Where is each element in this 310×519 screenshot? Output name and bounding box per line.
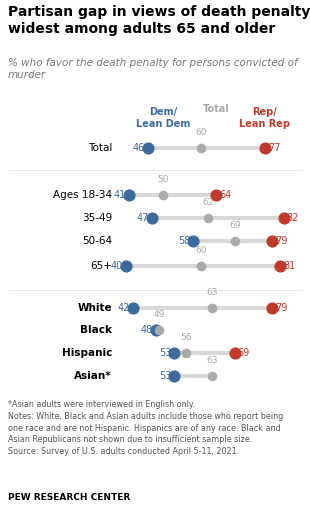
Text: 60: 60 [195, 128, 206, 137]
Point [0, 514, 3, 519]
Text: 53: 53 [159, 371, 171, 381]
Point [0, 514, 3, 519]
Text: 50: 50 [157, 175, 169, 184]
Point [0, 514, 3, 519]
Text: 53: 53 [159, 348, 171, 358]
Point [0, 514, 3, 519]
Text: Rep/
Lean Rep: Rep/ Lean Rep [239, 107, 290, 129]
Point [0, 514, 3, 519]
Text: *Asian adults were interviewed in English only.
Notes: White, Black and Asian ad: *Asian adults were interviewed in Englis… [8, 400, 283, 456]
Text: Hispanic: Hispanic [62, 348, 112, 358]
Text: 47: 47 [136, 213, 149, 223]
Text: 79: 79 [275, 236, 288, 246]
Point [0, 514, 3, 519]
Text: White: White [78, 303, 112, 313]
Text: PEW RESEARCH CENTER: PEW RESEARCH CENTER [8, 493, 130, 502]
Text: 65+: 65+ [90, 261, 112, 271]
Point [0, 514, 3, 519]
Point [0, 514, 3, 519]
Text: 62: 62 [203, 198, 214, 207]
Point [0, 514, 3, 519]
Text: 48: 48 [140, 325, 153, 335]
Point [0, 514, 3, 519]
Point [0, 514, 3, 519]
Text: 42: 42 [118, 303, 130, 313]
Text: Total: Total [88, 143, 112, 153]
Text: 58: 58 [178, 236, 190, 246]
Text: 63: 63 [206, 288, 218, 297]
Text: 40: 40 [110, 261, 122, 271]
Point [0, 514, 3, 519]
Text: Black: Black [80, 325, 112, 335]
Point [0, 514, 3, 519]
Text: Dem/
Lean Dem: Dem/ Lean Dem [136, 107, 190, 129]
Text: Partisan gap in views of death penalty is
widest among adults 65 and older: Partisan gap in views of death penalty i… [8, 5, 310, 36]
Point [0, 514, 3, 519]
Text: 69: 69 [238, 348, 250, 358]
Text: % who favor the death penalty for persons convicted of
murder: % who favor the death penalty for person… [8, 58, 298, 80]
Point [0, 514, 3, 519]
Point [0, 514, 3, 519]
Text: 35-49: 35-49 [82, 213, 112, 223]
Text: 69: 69 [229, 221, 241, 230]
Point [0, 514, 3, 519]
Text: 64: 64 [219, 190, 231, 200]
Point [0, 514, 3, 519]
Text: Ages 18-34: Ages 18-34 [53, 190, 112, 200]
Text: 79: 79 [275, 303, 288, 313]
Point [0, 514, 3, 519]
Text: 41: 41 [114, 190, 126, 200]
Point [0, 514, 3, 519]
Point [0, 514, 3, 519]
Text: 82: 82 [287, 213, 299, 223]
Text: 60: 60 [195, 246, 206, 255]
Point [0, 514, 3, 519]
Text: 63: 63 [206, 356, 218, 365]
Text: 46: 46 [133, 143, 145, 153]
Text: 81: 81 [283, 261, 295, 271]
Point [0, 514, 3, 519]
Text: 77: 77 [268, 143, 280, 153]
Text: 56: 56 [180, 333, 192, 342]
Text: Total: Total [202, 104, 229, 114]
Text: Asian*: Asian* [74, 371, 112, 381]
Point [0, 514, 3, 519]
Point [0, 514, 3, 519]
Text: 49: 49 [154, 310, 165, 319]
Text: 50-64: 50-64 [82, 236, 112, 246]
